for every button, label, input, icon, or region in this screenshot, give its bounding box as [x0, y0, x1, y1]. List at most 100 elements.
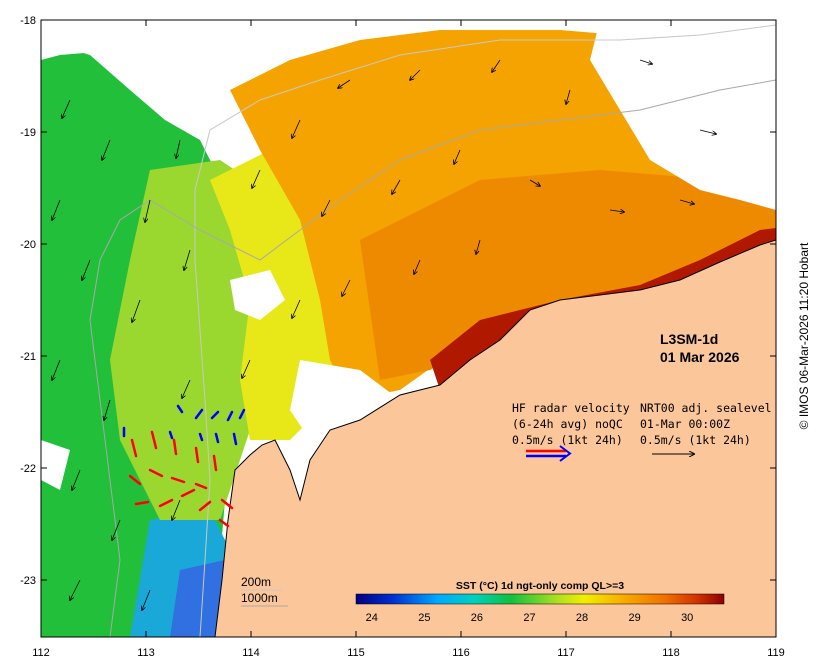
current-arrow: [62, 99, 71, 118]
colorbar-tick-label: 30: [681, 612, 693, 624]
sst-colorbar: SST (°C) 1d ngt-only comp QL>=3 24 25 26 27…: [355, 580, 725, 624]
current-arrow: [52, 359, 61, 380]
current-arrow: [252, 169, 261, 188]
current-arrow: [52, 199, 61, 220]
hf-legend-line1: HF radar velocity: [512, 401, 630, 415]
hf-vector: [218, 518, 230, 528]
current-arrow: [342, 279, 351, 296]
hf-vector: [170, 476, 186, 484]
hf-vector: [214, 432, 220, 444]
sealevel-legend-line1: NRT00 adj. sealevel: [640, 401, 772, 415]
hf-vector: [198, 500, 212, 512]
lat-tick-label: -20: [20, 239, 36, 251]
current-arrow: [699, 129, 716, 134]
hf-legend-arrowhead: [559, 445, 572, 462]
lat-tick-label: -19: [20, 127, 36, 139]
isobath-200m: [194, 24, 776, 637]
hf-radar-blue-vectors: [122, 404, 246, 446]
sealevel-legend-line2: 01-Mar 00:00Z: [640, 417, 730, 431]
hf-vector: [128, 474, 142, 486]
product-label: L3SM-1d: [660, 331, 718, 347]
plot-frame: [40, 19, 777, 638]
current-arrow: [639, 59, 652, 64]
current-arrow: [292, 119, 301, 138]
cloud-gap-northeast: [590, 20, 776, 210]
sealevel-legend: NRT00 adj. sealevel 01-Mar 00:00Z 0.5m/s…: [640, 401, 772, 454]
current-arrow: [145, 199, 151, 222]
current-arrow: [172, 499, 181, 520]
hf-vector: [158, 498, 174, 508]
current-arrow: [184, 249, 191, 270]
colorbar-tick-label: 25: [418, 612, 430, 624]
current-arrow: [492, 59, 501, 72]
current-arrow: [104, 399, 111, 420]
hf-vector: [194, 446, 200, 464]
colorbar-tick-label: 28: [576, 612, 588, 624]
hf-vector: [238, 408, 246, 420]
current-arrow: [679, 199, 694, 204]
lon-tick-label: 112: [32, 647, 50, 659]
lon-tick-label: 117: [557, 647, 575, 659]
colorbar-gradient: [355, 593, 725, 605]
sealevel-legend-line3: 0.5m/s (1kt 24h): [640, 433, 751, 447]
cloud-gap-left: [41, 440, 70, 490]
land-australia: [215, 240, 776, 637]
current-arrow: [176, 139, 181, 158]
hf-vector: [168, 430, 174, 440]
isobath-legend: 200m 1000m: [241, 575, 288, 607]
sst-deeporange-region: [360, 170, 776, 380]
lon-tick-label: 119: [767, 647, 785, 659]
current-arrow: [476, 239, 481, 254]
hf-vector: [194, 482, 208, 490]
hf-vector: [172, 438, 178, 456]
lat-tick-label: -22: [20, 463, 36, 475]
hf-vector: [148, 468, 164, 478]
current-arrow: [132, 299, 141, 322]
current-arrow: [454, 149, 461, 164]
credit-text: © IMOS 06-Mar-2026 11:20 Hobart: [797, 242, 811, 429]
lat-tick-label: -21: [20, 351, 36, 363]
colorbar-tick-label: 24: [366, 612, 378, 624]
hf-radar-red-vectors: [128, 430, 234, 528]
colorbar-ticks: 24 25 26 27 28 29 30: [366, 612, 694, 624]
lat-axis: -18 -19 -20 -21 -22 -23: [20, 15, 776, 587]
lat-tick-label: -18: [20, 15, 36, 27]
sst-blue-south: [170, 560, 225, 637]
lon-tick-label: 113: [137, 647, 155, 659]
colorbar-tick-label: 26: [471, 612, 483, 624]
colorbar-tick-label: 27: [523, 612, 535, 624]
cloud-gap-central: [230, 270, 285, 320]
hf-vector: [180, 488, 196, 498]
current-arrow: [182, 379, 191, 398]
hf-vector: [134, 500, 150, 506]
isobath-1000m: [89, 79, 776, 637]
isobath-200m-label: 200m: [241, 575, 271, 589]
current-arrow: [529, 179, 540, 186]
current-arrow: [112, 519, 121, 540]
current-arrow: [338, 79, 351, 88]
cloud-gap-north: [41, 20, 300, 80]
hf-vector: [176, 404, 184, 414]
hf-radar-legend: HF radar velocity (6-24h avg) noQC 0.5m/…: [512, 401, 630, 462]
lon-tick-label: 114: [242, 647, 260, 659]
current-arrow: [566, 89, 571, 104]
hf-vector: [198, 432, 204, 442]
coastline: [214, 239, 776, 637]
hf-vector: [150, 430, 158, 450]
current-arrow: [242, 359, 251, 378]
sst-field: [41, 20, 776, 637]
current-arrow: [72, 469, 81, 490]
current-arrow: [82, 259, 91, 280]
current-arrow: [142, 589, 151, 610]
colorbar-title: SST (°C) 1d ngt-only comp QL>=3: [456, 580, 624, 592]
lon-tick-label: 116: [452, 647, 470, 659]
current-arrow: [292, 299, 301, 318]
current-arrow: [609, 210, 624, 212]
lon-axis: 112 113 114 115 116 117 118 119: [32, 20, 785, 659]
current-arrow: [410, 69, 421, 80]
hf-vector: [220, 498, 234, 510]
current-arrow: [70, 579, 81, 600]
colorbar-tick-label: 29: [629, 612, 641, 624]
hf-legend-line3: 0.5m/s (1kt 24h): [512, 433, 623, 447]
